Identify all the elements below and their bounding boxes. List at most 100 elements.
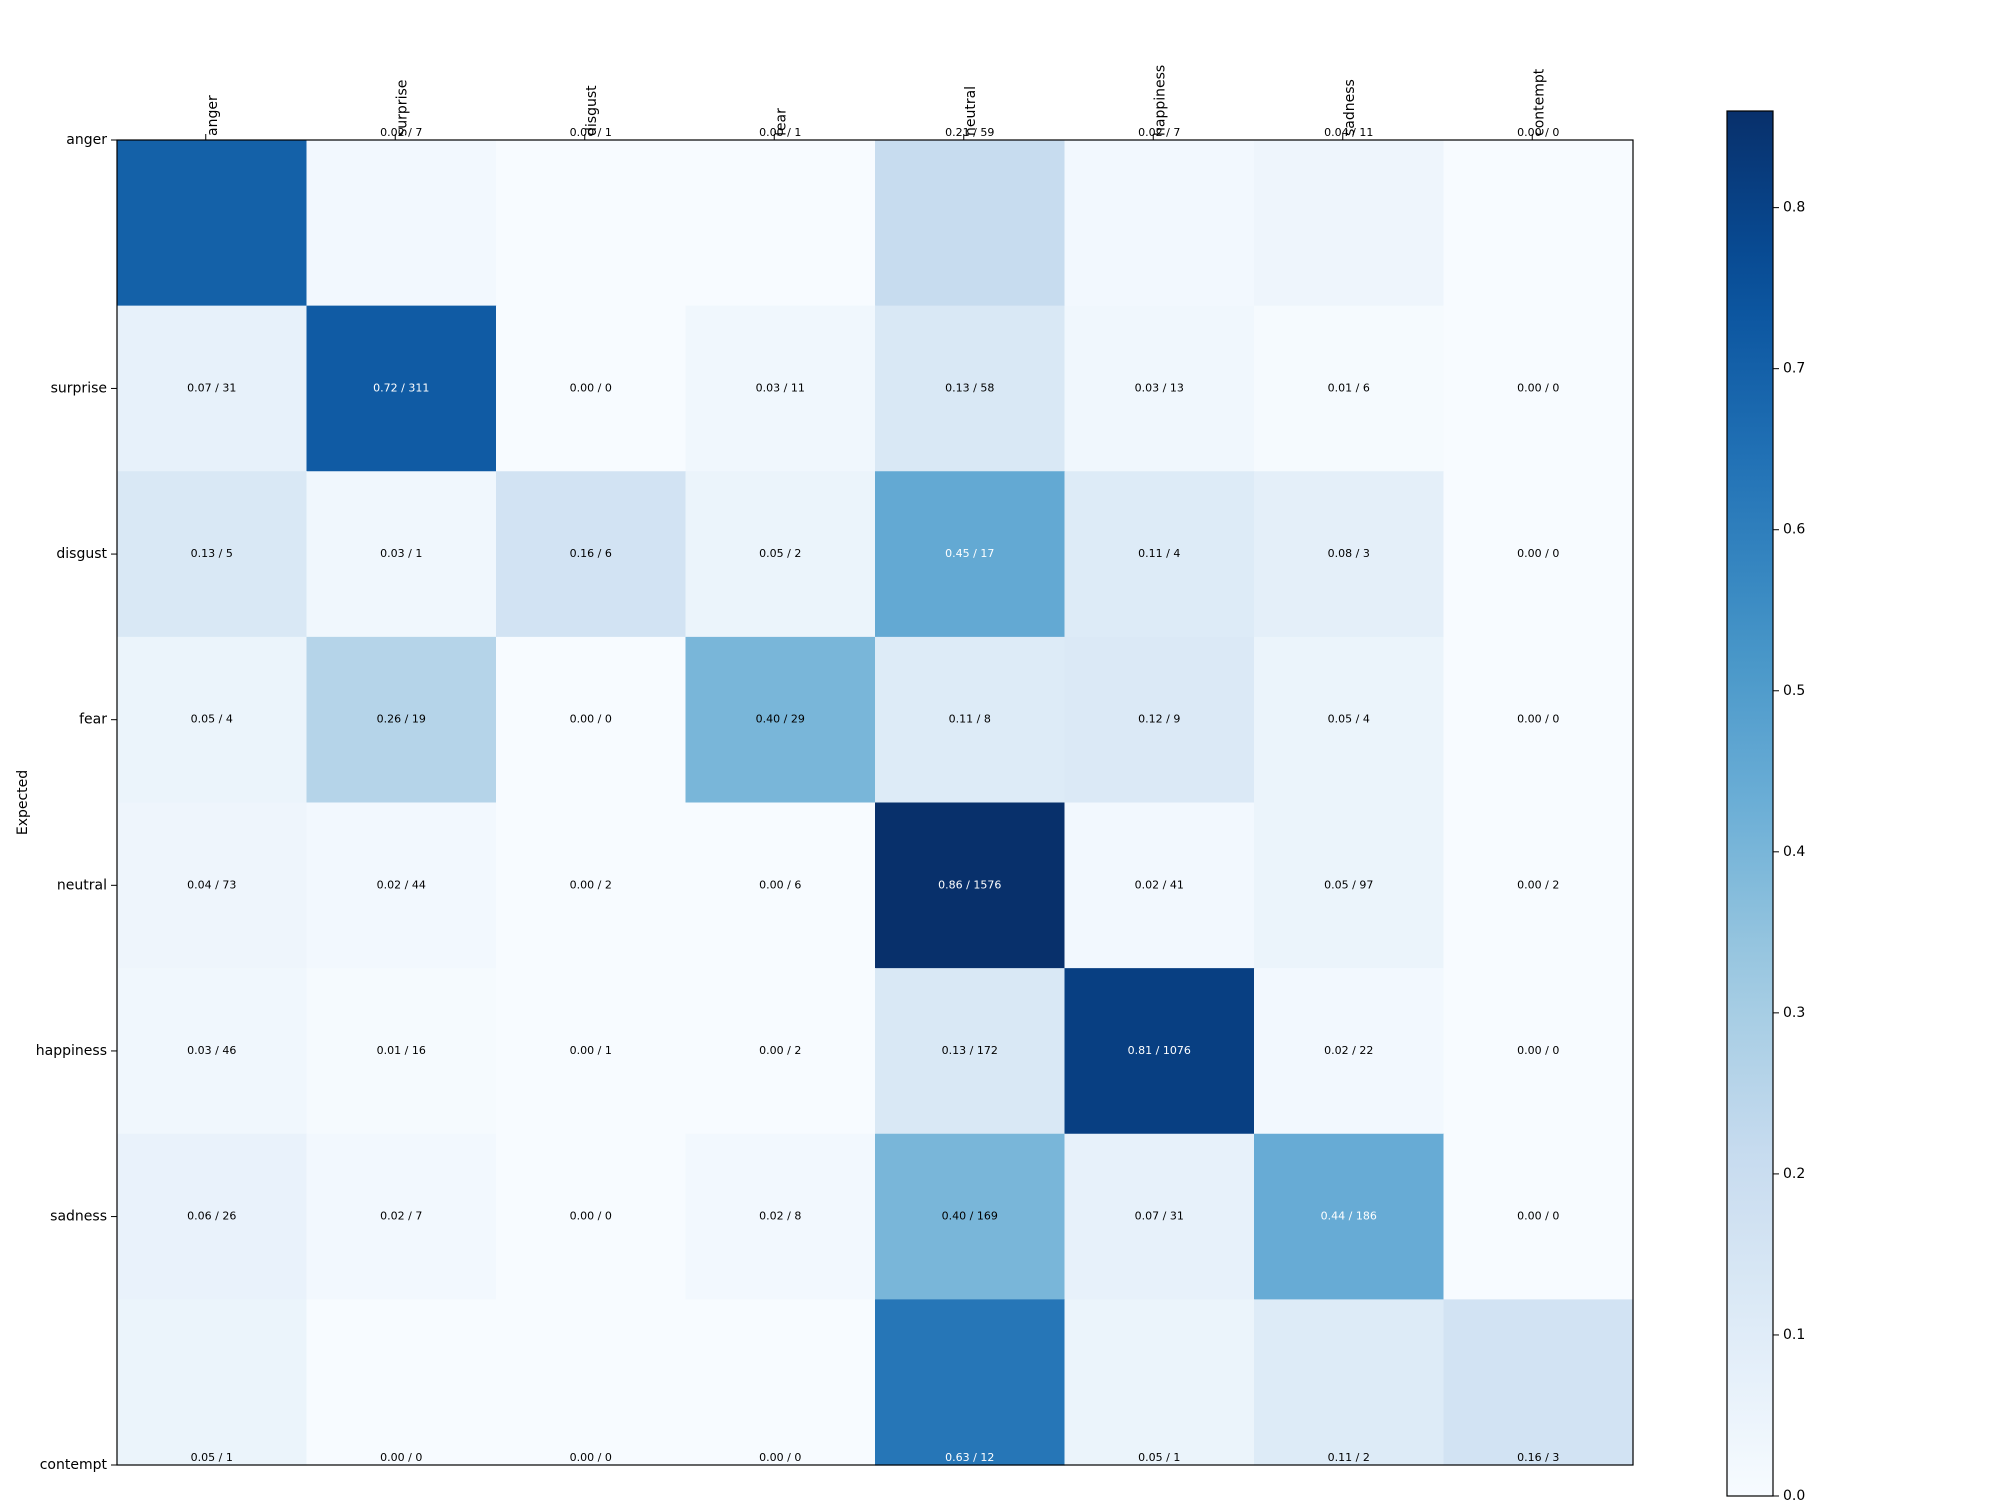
cell-value-label: 0.07 / 31 [187,381,236,394]
heatmap-cell [1443,305,1634,472]
heatmap-cell [1443,140,1634,307]
x-tick-label: contempt [1531,68,1547,136]
colorbar-tick-label: 0.2 [1783,1166,1805,1182]
colorbar-tick-label: 0.6 [1783,522,1805,538]
heatmap-cell [1064,636,1255,804]
cell-value-label: 0.00 / 1 [570,126,612,139]
cell-value-label: 0.81 / 1076 [1128,1044,1191,1057]
cell-value-label: 0.63 / 12 [945,1451,994,1464]
colorbar-gradient [1727,111,1773,1496]
heatmap-cell [1254,968,1445,1135]
cell-value-label: 0.03 / 46 [187,1044,236,1057]
heatmap-cell [685,1133,876,1300]
cell-value-label: 0.05 / 1 [1138,1451,1180,1464]
heatmap-cell [1254,802,1445,969]
heatmap-cell [496,305,687,472]
cell-value-label: 0.86 / 1576 [938,878,1001,891]
cell-value-label: 0.03 / 11 [756,381,805,394]
cell-value-label: 0.05 / 2 [759,547,801,560]
heatmap-cell [875,802,1066,969]
heatmap-cell [1064,802,1255,969]
cell-value-label: 0.00 / 0 [1517,126,1559,139]
cell-value-label: 0.00 / 2 [1517,878,1559,891]
heatmap-cell [1443,968,1634,1135]
colorbar-frame [1726,110,1774,1497]
heatmap-cell [1064,1133,1255,1300]
y-tick-label: sadness [50,1209,107,1225]
cell-value-label: 0.00 / 0 [380,1451,422,1464]
heatmap-cell [117,968,308,1135]
y-axis-label: Expected [15,770,31,835]
heatmap-cell [117,1133,308,1300]
cell-value-label: 0.11 / 2 [1328,1451,1370,1464]
heatmap-cell [1064,968,1255,1135]
cell-value-label: 0.08 / 3 [1328,547,1370,560]
cell-value-label: 0.00 / 1 [570,1044,612,1057]
cell-value-label: 0.72 / 311 [373,381,429,394]
colorbar: 0.0 0.1 0.2 0.3 0.4 0.5 0.6 0.7 0.8 [1726,110,1805,1500]
heatmap-cell [685,305,876,472]
heatmap-cell [1064,140,1255,307]
x-tick-label: anger [205,95,221,136]
cell-value-label: 0.03 / 1 [380,547,422,560]
y-tick-label: happiness [36,1043,107,1059]
cell-value-label: 0.02 / 7 [1138,126,1180,139]
cell-value-label: 0.00 / 0 [759,1451,801,1464]
y-tick-label: contempt [40,1457,108,1473]
colorbar-tick-label: 0.0 [1783,1488,1805,1500]
y-tick-label: neutral [57,877,107,893]
cell-value-label: 0.07 / 31 [1135,1210,1184,1223]
cell-value-label: 0.26 / 19 [377,713,426,726]
x-tick-label: happiness [1152,65,1168,136]
cell-value-label: 0.00 / 6 [759,878,801,891]
colorbar-tick-label: 0.3 [1783,1005,1805,1021]
cell-value-label: 0.40 / 169 [942,1210,998,1223]
heatmap-cell [875,1133,1066,1300]
plot-frame [116,139,1634,1466]
heatmap-cell [1254,471,1445,638]
x-tick-label: fear [773,108,789,136]
heatmap-cell [1064,1299,1255,1466]
x-tick-label: neutral [963,86,979,136]
heatmap-cell [1254,1133,1445,1300]
colorbar-tick-label: 0.4 [1783,844,1805,860]
cell-value-label: 0.02 / 41 [1135,878,1184,891]
cell-value-label: 0.13 / 172 [942,1044,998,1057]
cell-value-label: 0.00 / 0 [570,1451,612,1464]
colorbar-tick-label: 0.8 [1783,200,1805,216]
heatmap-cell [306,636,497,804]
y-tick-label: disgust [56,546,107,562]
cell-value-label: 0.00 / 2 [759,1044,801,1057]
cell-value-label: 0.16 / 3 [1517,1451,1559,1464]
heatmap-cell [306,802,497,969]
cell-value-label: 0.00 / 1 [759,126,801,139]
heatmap-cell [117,636,308,804]
cell-value-label: 0.02 / 8 [759,1210,801,1223]
cell-value-label: 0.02 / 22 [1324,1044,1373,1057]
heatmap-cell [1064,471,1255,638]
cell-value-label: 0.00 / 0 [1517,713,1559,726]
y-tick-label: anger [66,132,107,148]
cell-value-label: 0.01 / 16 [377,1044,426,1057]
y-tick-label: surprise [51,380,107,396]
heatmap-cell [117,802,308,969]
cell-value-label: 0.05 / 1 [191,1451,233,1464]
cell-value-label: 0.00 / 0 [570,381,612,394]
heatmap-cell [496,968,687,1135]
colorbar-tick-label: 0.1 [1783,1327,1805,1343]
heatmap-cell [685,140,876,307]
heatmap-cell [685,1299,876,1466]
heatmap-cell [496,1299,687,1466]
y-tick-label: fear [79,712,107,728]
colorbar-ticks: 0.0 0.1 0.2 0.3 0.4 0.5 0.6 0.7 0.8 [1773,200,1805,1500]
cell-value-label: 0.06 / 26 [187,1210,236,1223]
colorbar-tick-label: 0.7 [1783,361,1805,377]
heatmap-cell [496,802,687,969]
cell-value-label: 0.00 / 0 [1517,547,1559,560]
heatmap-cell [117,471,308,638]
heatmap-cell [306,305,497,472]
cell-value-label: 0.05 / 4 [191,713,233,726]
cell-value-label: 0.01 / 6 [1328,381,1370,394]
heatmap-cell [1064,305,1255,472]
